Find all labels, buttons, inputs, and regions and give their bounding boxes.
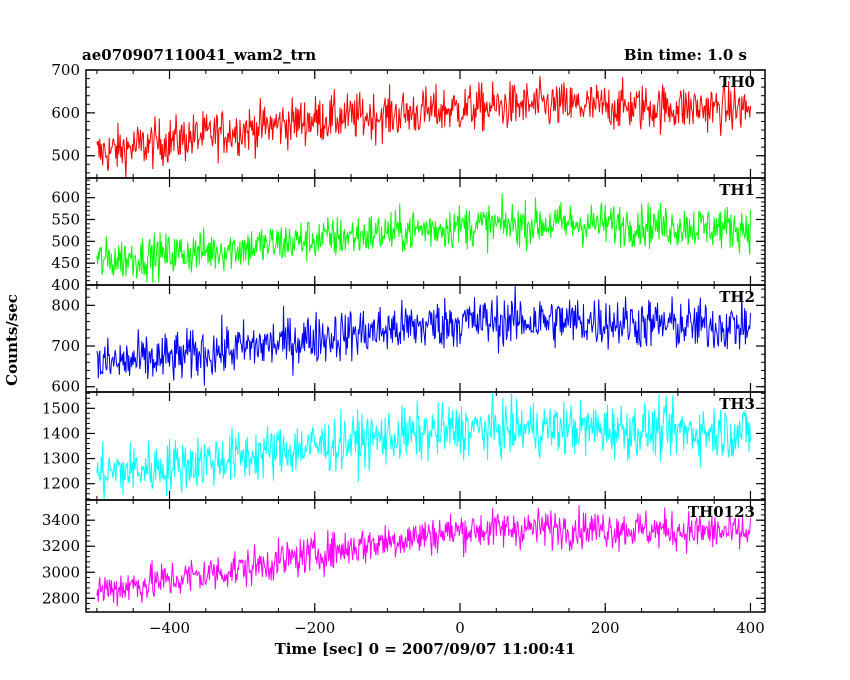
- series-line-th3: [96, 392, 751, 499]
- y-tick-label: 400: [51, 276, 80, 294]
- y-tick-label: 3000: [42, 563, 80, 581]
- panel-th1: 400 450 500 550 600 TH1: [51, 177, 766, 294]
- y-tick-label: 1200: [42, 475, 80, 493]
- chart-panels: 500 600 700 TH0 400 450 500 550 600 TH1 600 700 800 T…: [42, 61, 766, 637]
- x-tick-label: 0: [455, 619, 465, 637]
- y-tick-label: 450: [51, 254, 80, 272]
- chart-bin-time: Bin time: 1.0 s: [623, 46, 747, 64]
- x-axis-label: Time [sec] 0 = 2007/09/07 11:00:41: [274, 640, 576, 658]
- panel-th0123: 2800 3000 3200 3400 TH0123: [42, 499, 766, 613]
- panel-label-th0123: TH0123: [688, 503, 755, 521]
- x-tick-label: −200: [294, 619, 335, 637]
- y-tick-label: 550: [51, 210, 80, 228]
- y-tick-label: 600: [51, 189, 80, 207]
- panel-th0: 500 600 700 TH0: [51, 61, 766, 179]
- y-tick-label: 2800: [42, 589, 80, 607]
- y-tick-label: 1500: [42, 399, 80, 417]
- panel-frame: [85, 499, 766, 613]
- panel-label-th2: TH2: [719, 288, 755, 306]
- y-tick-label: 700: [51, 61, 80, 79]
- y-tick-label: 3200: [42, 537, 80, 555]
- panel-label-th0: TH0: [719, 73, 755, 91]
- y-tick-label: 3400: [42, 511, 80, 529]
- y-tick-label: 600: [51, 104, 80, 122]
- y-tick-label: 600: [51, 378, 80, 396]
- y-tick-label: 500: [51, 147, 80, 165]
- y-tick-label: 800: [51, 296, 80, 314]
- panel-frame: [85, 391, 766, 501]
- panel-label-th3: TH3: [719, 395, 755, 413]
- y-tick-label: 500: [51, 232, 80, 250]
- y-tick-label: 700: [51, 337, 80, 355]
- panel-th2: 600 700 800 TH2: [51, 284, 766, 396]
- y-tick-label: 1400: [42, 424, 80, 442]
- panel-th3: 1200 1300 1400 1500 TH3: [42, 391, 766, 501]
- series-line-th0: [96, 76, 751, 178]
- x-tick-label: 400: [736, 619, 765, 637]
- series-line-th2: [96, 286, 751, 386]
- series-line-th0123: [96, 505, 751, 607]
- x-axis-label-wrap: Time [sec] 0 = 2007/09/07 11:00:41: [0, 640, 850, 658]
- chart-title: ae070907110041_wam2_trn: [82, 46, 317, 64]
- series-line-th1: [96, 193, 751, 283]
- x-tick-label: −400: [149, 619, 190, 637]
- panel-label-th1: TH1: [719, 181, 755, 199]
- y-tick-label: 1300: [42, 450, 80, 468]
- y-axis-label: Counts/sec: [3, 294, 21, 386]
- x-tick-label: 200: [591, 619, 620, 637]
